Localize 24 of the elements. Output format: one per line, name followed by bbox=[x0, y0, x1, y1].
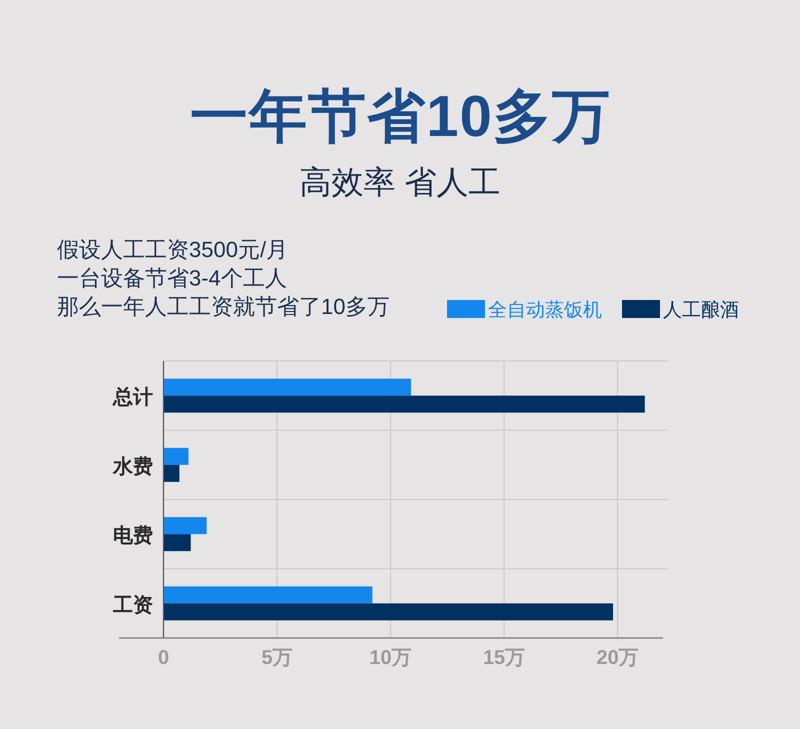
text: 那么一年人工工资就节省了10多万 bbox=[57, 294, 390, 319]
bar bbox=[164, 603, 614, 620]
x-tick-label: 20万 bbox=[596, 647, 639, 669]
legend-label: 人工酿酒 bbox=[663, 300, 739, 321]
y-tick-label: 电费 bbox=[113, 525, 153, 548]
x-tick-label: 5万 bbox=[261, 647, 293, 669]
bar bbox=[164, 396, 645, 413]
y-tick-label: 工资 bbox=[112, 594, 153, 616]
x-tick-label: 0 bbox=[158, 647, 170, 669]
bar bbox=[164, 517, 207, 534]
bar bbox=[164, 448, 188, 465]
text: 一台设备节省3-4个工人 bbox=[57, 266, 287, 290]
legend-label: 全自动蒸饭机 bbox=[488, 300, 602, 321]
chart-subtitle: 高效率 省人工 bbox=[300, 164, 500, 200]
chart-title: 一年节省10多万 bbox=[190, 84, 610, 149]
bar bbox=[164, 464, 180, 482]
y-tick-label: 水费 bbox=[112, 456, 153, 478]
bar bbox=[164, 534, 191, 552]
bar bbox=[164, 586, 372, 604]
x-tick-label: 10万 bbox=[369, 647, 412, 669]
x-tick-label: 15万 bbox=[482, 647, 526, 669]
y-tick-label: 总计 bbox=[112, 386, 153, 409]
bar bbox=[164, 378, 411, 396]
text: 假设人工工资3500元/月 bbox=[57, 237, 288, 262]
